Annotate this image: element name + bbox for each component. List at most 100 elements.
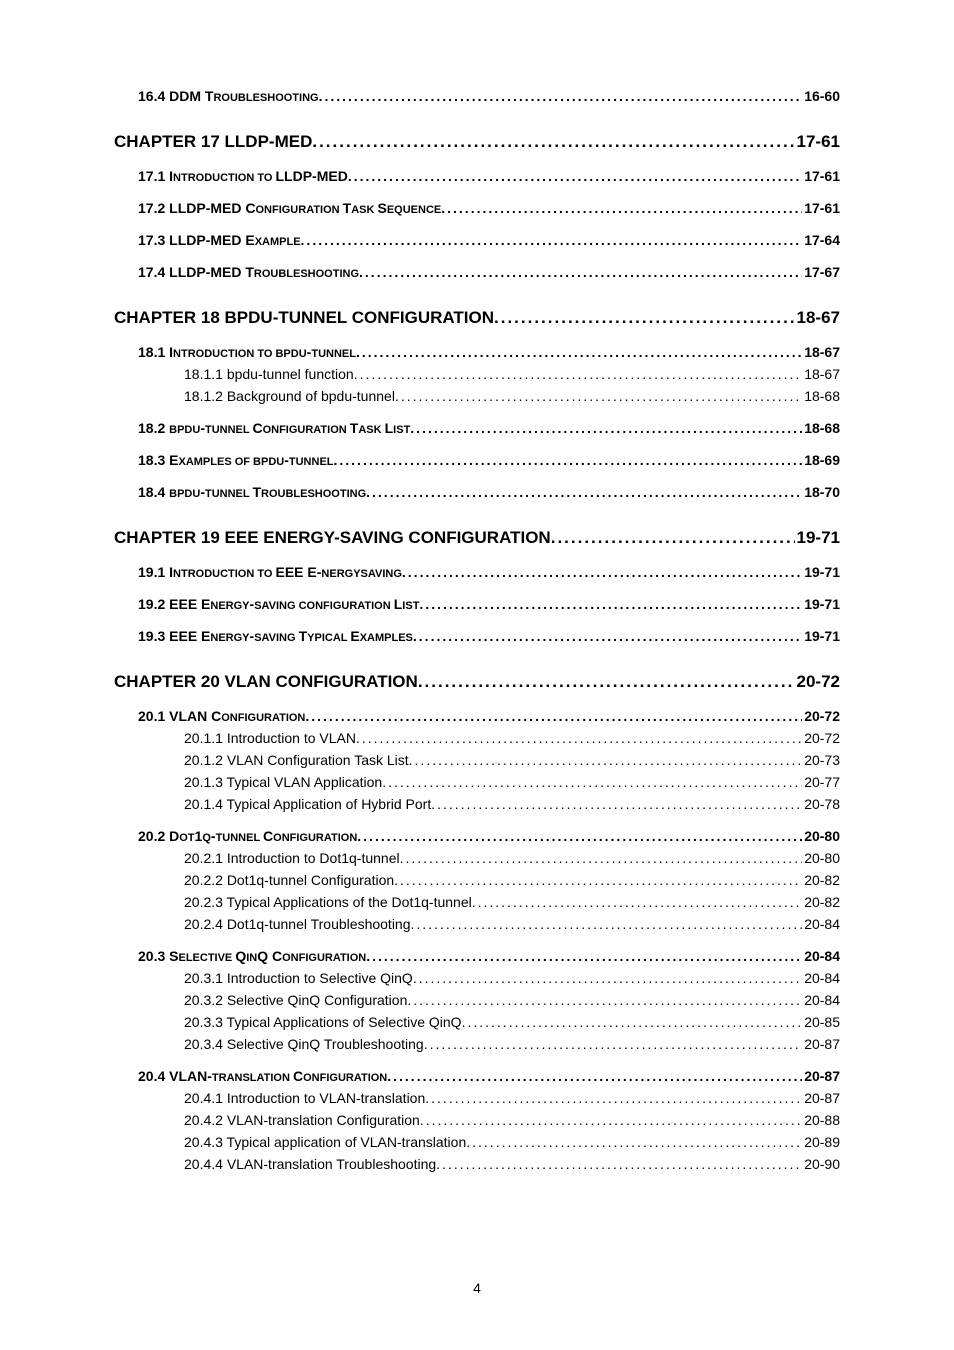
toc-entry: 19.1 INTRODUCTION TO EEE E-NERGYSAVING 1…: [138, 564, 840, 580]
toc-leader: [411, 916, 803, 932]
toc-leader: [418, 672, 795, 692]
toc-label: 17.1 INTRODUCTION TO LLDP-MED: [138, 168, 348, 184]
toc-page-number: 20-72: [802, 708, 840, 724]
toc-page-number: 17-61: [802, 168, 840, 184]
toc-label: 17.3 LLDP-MED EXAMPLE: [138, 232, 301, 248]
toc-page-number: 18-67: [802, 366, 840, 382]
toc-leader: [431, 796, 802, 812]
toc-entry: 20.2.3 Typical Applications of the Dot1q…: [184, 894, 840, 910]
toc-leader: [472, 894, 802, 910]
toc-label: 16.4 DDM TROUBLESHOOTING: [138, 88, 319, 104]
toc-page-number: 20-80: [802, 828, 840, 844]
toc-page-number: 17-61: [802, 200, 840, 216]
toc-leader: [419, 596, 802, 612]
toc-page-number: 20-89: [802, 1134, 840, 1150]
toc-label: 18.2 BPDU-TUNNEL CONFIGURATION TASK LIST: [138, 420, 410, 436]
toc-entry: 20.3.2 Selective QinQ Configuration 20-8…: [184, 992, 840, 1008]
toc-leader: [334, 452, 803, 468]
toc-leader: [441, 200, 802, 216]
toc-page-number: 20-82: [802, 894, 840, 910]
toc-leader: [413, 970, 802, 986]
toc-page-number: 19-71: [802, 564, 840, 580]
toc-entry: 20.4.1 Introduction to VLAN-translation …: [184, 1090, 840, 1106]
toc-entry: 18.1.1 bpdu-tunnel function 18-67: [184, 366, 840, 382]
toc-entry: 20.3 SELECTIVE QINQ CONFIGURATION 20-84: [138, 948, 840, 964]
toc-page-number: 20-72: [802, 730, 840, 746]
toc-entry: 20.1 VLAN CONFIGURATION 20-72: [138, 708, 840, 724]
toc-entry: CHAPTER 19 EEE ENERGY-SAVING CONFIGURATI…: [114, 528, 840, 548]
toc-label: 17.4 LLDP-MED TROUBLESHOOTING: [138, 264, 359, 280]
toc-page-number: 18-69: [802, 452, 840, 468]
toc-label: 18.1.2 Background of bpdu-tunnel: [184, 388, 395, 404]
toc-entry: 20.4.4 VLAN-translation Troubleshooting …: [184, 1156, 840, 1172]
toc-page-number: 17-61: [795, 132, 840, 152]
toc-entry: 20.3.3 Typical Applications of Selective…: [184, 1014, 840, 1030]
toc-label: CHAPTER 17 LLDP-MED: [114, 132, 312, 152]
toc-entry: 17.4 LLDP-MED TROUBLESHOOTING 17-67: [138, 264, 840, 280]
toc-leader: [466, 1134, 802, 1150]
toc-leader: [312, 132, 794, 152]
toc-entry: 18.1.2 Background of bpdu-tunnel 18-68: [184, 388, 840, 404]
toc-page-number: 20-87: [802, 1036, 840, 1052]
toc-leader: [425, 1090, 802, 1106]
toc-label: 20.3.2 Selective QinQ Configuration: [184, 992, 407, 1008]
toc-leader: [366, 948, 802, 964]
toc-page-number: 20-78: [802, 796, 840, 812]
toc-label: 20.4.1 Introduction to VLAN-translation: [184, 1090, 425, 1106]
toc-leader: [319, 88, 803, 104]
toc-page-number: 18-67: [795, 308, 840, 328]
toc-label: 18.1.1 bpdu-tunnel function: [184, 366, 354, 382]
toc-leader: [420, 1112, 802, 1128]
toc-label: 18.4 BPDU-TUNNEL TROUBLESHOOTING: [138, 484, 366, 500]
toc-entry: 20.2.2 Dot1q-tunnel Configuration 20-82: [184, 872, 840, 888]
toc-entry: 17.1 INTRODUCTION TO LLDP-MED 17-61: [138, 168, 840, 184]
toc-label: 18.1 INTRODUCTION TO BPDU-TUNNEL: [138, 344, 356, 360]
toc-entry: 20.2.4 Dot1q-tunnel Troubleshooting 20-8…: [184, 916, 840, 932]
toc-entry: CHAPTER 20 VLAN CONFIGURATION 20-72: [114, 672, 840, 692]
toc-entry: 20.2.1 Introduction to Dot1q-tunnel 20-8…: [184, 850, 840, 866]
toc-leader: [357, 828, 802, 844]
toc-leader: [407, 992, 802, 1008]
toc-page-number: 18-67: [802, 344, 840, 360]
toc-leader: [402, 564, 802, 580]
toc-entry: 20.3.1 Introduction to Selective QinQ 20…: [184, 970, 840, 986]
toc-page-number: 18-68: [802, 388, 840, 404]
toc-label: 20.2.4 Dot1q-tunnel Troubleshooting: [184, 916, 411, 932]
toc-label: 18.3 EXAMPLES OF BPDU-TUNNEL: [138, 452, 334, 468]
toc-page-number: 19-71: [795, 528, 840, 548]
toc-label: 19.3 EEE ENERGY-SAVING TYPICAL EXAMPLES: [138, 628, 413, 644]
toc-label: CHAPTER 18 BPDU-TUNNEL CONFIGURATION: [114, 308, 494, 328]
toc-label: 20.1 VLAN CONFIGURATION: [138, 708, 305, 724]
toc-entry: 17.2 LLDP-MED CONFIGURATION TASK SEQUENC…: [138, 200, 840, 216]
toc-label: 20.4 VLAN-TRANSLATION CONFIGURATION: [138, 1068, 387, 1084]
toc-label: CHAPTER 19 EEE ENERGY-SAVING CONFIGURATI…: [114, 528, 551, 548]
toc-entry: 17.3 LLDP-MED EXAMPLE 17-64: [138, 232, 840, 248]
toc-leader: [356, 730, 802, 746]
toc-entry: 20.1.3 Typical VLAN Application 20-77: [184, 774, 840, 790]
toc-entry: 20.4.2 VLAN-translation Configuration 20…: [184, 1112, 840, 1128]
toc-entry: 20.1.2 VLAN Configuration Task List 20-7…: [184, 752, 840, 768]
toc-label: 20.2.3 Typical Applications of the Dot1q…: [184, 894, 472, 910]
toc-page-number: 17-67: [802, 264, 840, 280]
toc-leader: [359, 264, 802, 280]
toc-leader: [301, 232, 803, 248]
toc-label: 20.3.4 Selective QinQ Troubleshooting: [184, 1036, 424, 1052]
toc-page-number: 20-72: [795, 672, 840, 692]
toc-page-number: 20-80: [802, 850, 840, 866]
toc-entry: 20.1.4 Typical Application of Hybrid Por…: [184, 796, 840, 812]
toc-page-number: 20-84: [802, 916, 840, 932]
toc-label: CHAPTER 20 VLAN CONFIGURATION: [114, 672, 418, 692]
toc-label: 17.2 LLDP-MED CONFIGURATION TASK SEQUENC…: [138, 200, 441, 216]
toc-label: 20.1.4 Typical Application of Hybrid Por…: [184, 796, 431, 812]
toc-page-number: 20-84: [802, 948, 840, 964]
toc-label: 20.4.4 VLAN-translation Troubleshooting: [184, 1156, 436, 1172]
toc-page-number: 20-73: [802, 752, 840, 768]
toc-leader: [494, 308, 795, 328]
toc-label: 20.1.3 Typical VLAN Application: [184, 774, 382, 790]
toc-page-number: 20-88: [802, 1112, 840, 1128]
toc-label: 20.3.1 Introduction to Selective QinQ: [184, 970, 413, 986]
toc-page-number: 18-68: [802, 420, 840, 436]
toc-label: 19.2 EEE ENERGY-SAVING CONFIGURATION LIS…: [138, 596, 419, 612]
toc-page-number: 20-84: [802, 970, 840, 986]
toc-label: 20.2.1 Introduction to Dot1q-tunnel: [184, 850, 400, 866]
